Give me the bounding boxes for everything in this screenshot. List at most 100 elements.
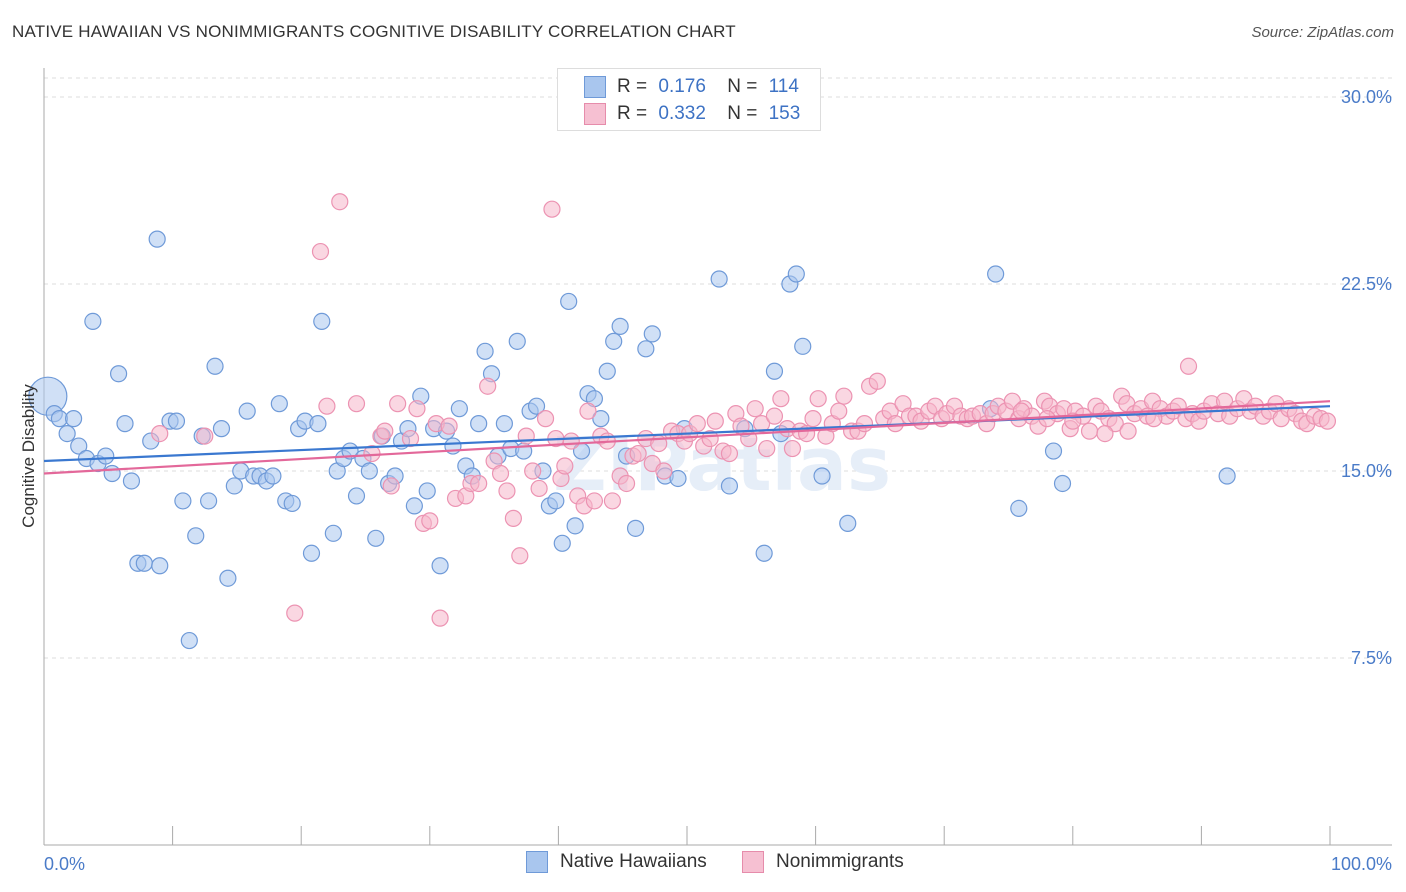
legend-r-label: R = bbox=[617, 103, 648, 124]
nonimmigrant-point bbox=[701, 429, 719, 448]
y-tick-label: 30.0% bbox=[1341, 87, 1392, 107]
native-hawaiian-point bbox=[324, 524, 342, 542]
nonimmigrant-point bbox=[382, 477, 400, 495]
native-hawaiian-point bbox=[813, 467, 831, 485]
native-hawaiian-point bbox=[225, 477, 243, 495]
native-hawaiian-point bbox=[84, 312, 102, 330]
native-hawaiian-point bbox=[58, 425, 76, 443]
nonimmigrant-point bbox=[855, 415, 874, 433]
nonimmigrant-point bbox=[408, 400, 426, 418]
nonimmigrants-trend-line bbox=[43, 400, 1331, 475]
native-hawaiian-point bbox=[367, 529, 385, 547]
native-hawaiian-point bbox=[200, 492, 218, 510]
chart-title: NATIVE HAWAIIAN VS NONIMMIGRANTS COGNITI… bbox=[12, 22, 736, 41]
bottom-legend-label: Nonimmigrants bbox=[776, 851, 904, 872]
nonimmigrant-point bbox=[524, 462, 542, 480]
native-hawaiian-point bbox=[148, 230, 166, 248]
nonimmigrant-point bbox=[617, 474, 636, 493]
nonimmigrant-point bbox=[809, 390, 827, 408]
x-tick-label: 0.0% bbox=[44, 854, 85, 874]
native-hawaiian-point bbox=[1218, 467, 1236, 485]
nonimmigrant-point bbox=[746, 400, 764, 418]
nonimmigrant-point bbox=[286, 604, 304, 622]
native-hawaiian-point bbox=[405, 497, 423, 515]
nonimmigrant-point bbox=[151, 425, 169, 443]
nonimmigrant-point bbox=[1012, 402, 1030, 420]
native-hawaiian-point bbox=[527, 397, 546, 415]
legend-n-value: 114 bbox=[768, 76, 799, 97]
native-hawaiian-point bbox=[103, 464, 121, 483]
trend-lines bbox=[43, 400, 1331, 475]
native-hawaiian-point bbox=[720, 477, 739, 495]
nonimmigrant-point bbox=[1096, 425, 1114, 443]
native-hawaiian-point bbox=[313, 312, 331, 330]
nonimmigrant-point bbox=[479, 377, 497, 395]
x-tick-labels: 0.0% 100.0% bbox=[44, 854, 1392, 874]
nonimmigrant-point bbox=[752, 415, 771, 433]
nonimmigrant-point bbox=[835, 387, 853, 405]
nonimmigrant-point bbox=[431, 609, 449, 627]
y-tick-label: 22.5% bbox=[1341, 274, 1392, 294]
y-tick-labels: 7.5% 15.0% 22.5% 30.0% bbox=[1341, 87, 1392, 668]
source-note: Source: ZipAtlas.com bbox=[1251, 24, 1394, 41]
nonimmigrant-point bbox=[1080, 422, 1099, 440]
bottom-legend-swatch-blue bbox=[526, 851, 548, 873]
native-hawaiian-point bbox=[787, 265, 805, 283]
bottom-legend-label: Native Hawaiians bbox=[560, 851, 707, 872]
legend-r-value: 0.176 bbox=[658, 76, 706, 97]
legend-r-label: R = bbox=[617, 76, 648, 97]
nonimmigrant-point bbox=[318, 397, 336, 415]
nonimmigrant-point bbox=[629, 444, 647, 463]
nonimmigrant-point bbox=[196, 427, 214, 445]
native-hawaiian-point bbox=[495, 415, 513, 433]
native-hawaiian-point bbox=[1010, 499, 1028, 517]
native-hawaiian-point bbox=[64, 410, 83, 428]
legend-n-value: 153 bbox=[768, 103, 801, 124]
nonimmigrant-point bbox=[830, 402, 848, 420]
nonimmigrant-point bbox=[706, 412, 724, 430]
native-hawaiian-point bbox=[187, 527, 205, 545]
native-hawaiian-point bbox=[360, 462, 378, 480]
nonimmigrant-point bbox=[765, 407, 784, 425]
legend-n-label: N = bbox=[727, 103, 758, 124]
native-hawaiian-point bbox=[174, 492, 192, 510]
native-hawaiian-point bbox=[605, 332, 623, 350]
nonimmigrant-point bbox=[688, 415, 706, 433]
native-hawaiian-point bbox=[450, 400, 468, 418]
legend-swatch-pink bbox=[584, 103, 606, 125]
native-hawaiian-point bbox=[547, 492, 565, 510]
nonimmigrant-point bbox=[758, 439, 776, 458]
bottom-legend-swatch-pink bbox=[742, 851, 764, 873]
nonimmigrant-point bbox=[1318, 412, 1337, 430]
native-hawaiian-point bbox=[1044, 442, 1063, 460]
native-hawaiian-point bbox=[347, 487, 366, 505]
nonimmigrant-point bbox=[720, 444, 739, 463]
native-hawaiian-point bbox=[206, 357, 224, 375]
native-hawaiian-point bbox=[238, 402, 256, 420]
native-hawaiian-point bbox=[669, 469, 687, 488]
native-hawaiian-point bbox=[212, 420, 231, 438]
nonimmigrant-point bbox=[562, 432, 580, 450]
native-hawaiian-point bbox=[643, 325, 661, 343]
native-hawaiian-point bbox=[270, 395, 288, 413]
bottom-legend-nonimmigrants: Nonimmigrants bbox=[742, 851, 904, 873]
native-hawaiians-points bbox=[28, 230, 1236, 650]
native-hawaiian-point bbox=[283, 494, 301, 513]
native-hawaiian-point bbox=[710, 270, 728, 288]
nonimmigrants-points bbox=[151, 193, 1337, 627]
native-hawaiian-point bbox=[470, 415, 488, 433]
native-hawaiian-point bbox=[70, 437, 88, 455]
x-tick-label: 100.0% bbox=[1331, 854, 1392, 874]
native-hawaiian-point bbox=[122, 472, 141, 490]
nonimmigrant-point bbox=[556, 457, 574, 475]
nonimmigrant-point bbox=[804, 410, 822, 428]
nonimmigrant-point bbox=[376, 422, 394, 440]
native-hawaiian-point bbox=[151, 557, 169, 575]
native-hawaiians-trend-line bbox=[43, 405, 1331, 463]
nonimmigrant-point bbox=[868, 372, 886, 390]
nonimmigrant-point bbox=[389, 395, 407, 413]
native-hawaiian-point bbox=[302, 544, 321, 562]
nonimmigrant-point bbox=[585, 492, 604, 510]
legend-n-label: N = bbox=[727, 76, 758, 97]
